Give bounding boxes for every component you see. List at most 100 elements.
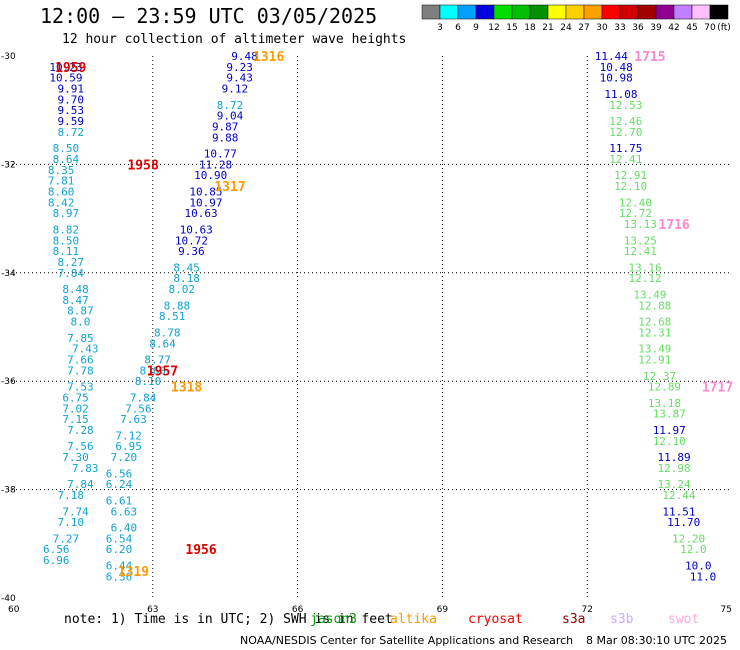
swh-value-label: 10.23	[49, 61, 82, 74]
swh-value-label: 10.77	[204, 148, 237, 161]
swh-value-label: 8.18	[173, 272, 200, 285]
swh-value-label: 12.31	[638, 326, 671, 339]
swh-value-label: 7.43	[72, 343, 99, 356]
footer-timestamp: 8 Mar 08:30:10 UTC 2025	[586, 634, 727, 647]
pass-number-label: 1318	[171, 381, 202, 396]
swh-value-label: 11.08	[604, 88, 637, 101]
colorbar-tick-label: 42	[668, 23, 679, 33]
colorbar-swatch	[475, 4, 495, 20]
swh-value-label: 8.97	[53, 207, 80, 220]
swh-value-label: 12.98	[658, 462, 691, 475]
lon-tick-label: 63	[147, 605, 158, 615]
colorbar-swatch	[583, 4, 603, 20]
swh-value-label: 6.54	[106, 532, 133, 545]
swh-value-label: 6.44	[106, 559, 133, 572]
swh-value-label: 12.10	[614, 180, 647, 193]
swh-value-label: 8.60	[48, 186, 75, 199]
swh-value-label: 13.49	[633, 288, 666, 301]
swh-value-label: 13.16	[629, 261, 662, 274]
colorbar-swatch	[691, 4, 711, 20]
swh-value-label: 6.96	[43, 554, 70, 567]
swh-value-label: 6.24	[106, 478, 133, 491]
swh-value-label: 6.61	[106, 494, 133, 507]
swh-value-label: 8.0	[70, 316, 90, 329]
swh-value-label: 12.40	[619, 196, 652, 209]
footer-credit: NOAA/NESDIS Center for Satellite Applica…	[240, 634, 574, 647]
colorbar-swatch	[637, 4, 657, 20]
swh-value-label: 8.87	[67, 305, 94, 318]
swh-value-label: 8.78	[154, 326, 181, 339]
swh-value-label: 13.87	[653, 408, 686, 421]
swh-value-label: 11.0	[690, 570, 717, 583]
colorbar-swatch	[709, 4, 729, 20]
swh-value-label: 6.20	[106, 543, 133, 556]
swh-value-label: 11.28	[199, 158, 232, 171]
swh-value-label: 12.53	[609, 99, 642, 112]
lat-tick-label: -32	[1, 160, 16, 170]
pass-number-label: 1715	[634, 50, 665, 65]
swh-value-label: 10.0	[685, 559, 712, 572]
colorbar-tick-label: 6	[455, 23, 461, 33]
swh-value-label: 6.63	[111, 505, 138, 518]
swh-value-label: 11.89	[658, 451, 691, 464]
swh-value-label: 10.85	[189, 186, 222, 199]
swh-value-label: 9.12	[222, 83, 249, 96]
swh-value-label: 9.87	[212, 120, 239, 133]
swh-value-label: 11.97	[653, 424, 686, 437]
swh-value-label: 13.49	[638, 343, 671, 356]
colorbar-tick-label: 70	[704, 23, 716, 33]
swh-value-label: 7.63	[120, 413, 147, 426]
swh-value-label: 8.60	[140, 364, 167, 377]
pass-number-label: 1717	[702, 381, 733, 396]
swh-value-label: 10.72	[175, 234, 208, 247]
colorbar-tick-label: 45	[686, 23, 697, 33]
swh-value-label: 12.70	[609, 126, 642, 139]
swh-value-label: 8.88	[164, 299, 191, 312]
swh-value-label: 10.90	[194, 169, 227, 182]
colorbar-tick-label: 39	[650, 23, 662, 33]
swh-value-label: 7.18	[57, 489, 84, 502]
swh-value-label: 11.75	[609, 142, 642, 155]
swh-value-label: 9.43	[226, 72, 253, 85]
legend-s3a: s3a	[562, 612, 586, 627]
lon-tick-label: 69	[437, 605, 449, 615]
lat-tick-label: -34	[1, 269, 16, 279]
colorbar-tick-label: 21	[542, 23, 553, 33]
swh-value-label: 10.98	[600, 72, 633, 85]
legend-swot: swot	[668, 612, 700, 627]
lon-tick-label: 75	[721, 605, 732, 615]
swh-value-label: 13.13	[624, 218, 657, 231]
swh-value-label: 13.18	[648, 397, 681, 410]
pass-number-label: 1316	[253, 50, 284, 65]
lat-tick-label: -40	[1, 594, 16, 604]
lat-tick-label: -30	[1, 52, 16, 62]
colorbar-swatch	[619, 4, 639, 20]
colorbar-tick-label: 15	[506, 23, 517, 33]
swh-value-label: 12.20	[672, 532, 705, 545]
swh-value-label: 9.59	[57, 115, 84, 128]
swh-value-label: 8.10	[135, 375, 162, 388]
colorbar-tick-label: 24	[560, 23, 572, 33]
swh-value-label: 8.11	[53, 245, 80, 258]
swh-value-label: 12.0	[680, 543, 707, 556]
swh-value-label: 7.10	[57, 516, 84, 529]
swh-value-label: 8.45	[173, 261, 200, 274]
swh-value-label: 8.47	[62, 294, 89, 307]
swh-value-label: 8.64	[149, 337, 176, 350]
colorbar-swatch	[673, 4, 693, 20]
swh-value-label: 7.74	[62, 505, 89, 518]
swh-value-label: 12.91	[638, 354, 671, 367]
swh-value-label: 8.42	[48, 196, 75, 209]
swh-value-label: 9.48	[231, 50, 258, 63]
swh-value-label: 12.41	[609, 153, 642, 166]
colorbar-tick-label: 27	[578, 23, 589, 33]
swh-value-label: 12.68	[638, 316, 671, 329]
lat-tick-label: -36	[1, 377, 16, 387]
swh-value-label: 12.44	[662, 489, 695, 502]
colorbar-swatch	[421, 4, 441, 20]
swh-value-label: 7.81	[48, 175, 75, 188]
swh-value-label: 7.27	[53, 532, 80, 545]
pass-number-label: 1959	[55, 61, 86, 76]
legend-altika: altika	[390, 612, 437, 627]
